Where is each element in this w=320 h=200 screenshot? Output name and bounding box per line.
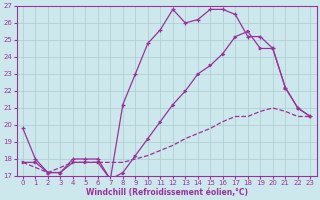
X-axis label: Windchill (Refroidissement éolien,°C): Windchill (Refroidissement éolien,°C) bbox=[85, 188, 248, 197]
